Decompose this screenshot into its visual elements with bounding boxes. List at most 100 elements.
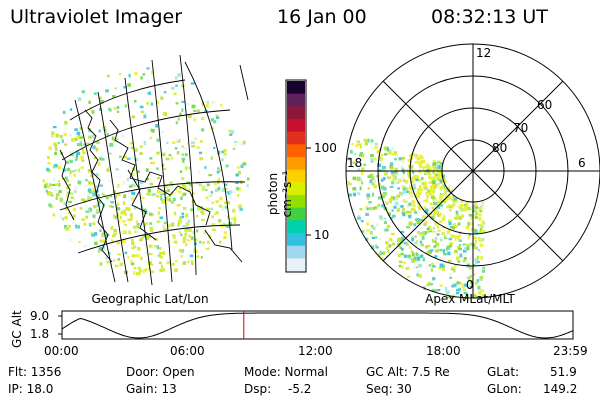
emission-speckle bbox=[408, 202, 412, 206]
emission-speckle bbox=[382, 202, 387, 206]
emission-speckle bbox=[58, 190, 62, 194]
emission-speckle bbox=[408, 257, 412, 260]
emission-speckle bbox=[419, 188, 423, 191]
emission-speckle bbox=[400, 252, 404, 256]
emission-speckle bbox=[181, 177, 185, 180]
emission-speckle bbox=[448, 189, 453, 193]
emission-speckle bbox=[414, 188, 418, 193]
emission-speckle bbox=[463, 292, 468, 295]
emission-speckle bbox=[443, 252, 447, 256]
emission-speckle bbox=[127, 157, 131, 160]
emission-speckle bbox=[236, 166, 240, 169]
emission-speckle bbox=[411, 252, 415, 257]
emission-speckle bbox=[69, 151, 73, 154]
emission-speckle bbox=[186, 219, 190, 224]
emission-speckle bbox=[177, 222, 180, 227]
emission-speckle bbox=[142, 111, 146, 115]
emission-speckle bbox=[380, 178, 384, 182]
emission-speckle bbox=[382, 193, 386, 198]
emission-speckle bbox=[136, 170, 140, 173]
emission-speckle bbox=[474, 258, 479, 262]
emission-speckle bbox=[208, 194, 212, 197]
emission-speckle bbox=[407, 159, 412, 162]
emission-speckle bbox=[92, 214, 95, 218]
emission-speckle bbox=[459, 281, 462, 285]
emission-speckle bbox=[385, 192, 389, 197]
emission-speckle bbox=[439, 284, 443, 287]
emission-speckle bbox=[463, 283, 468, 287]
emission-speckle bbox=[232, 147, 236, 150]
emission-speckle bbox=[421, 177, 424, 181]
emission-speckle bbox=[156, 167, 159, 170]
emission-speckle bbox=[434, 249, 439, 253]
emission-speckle bbox=[80, 166, 84, 169]
emission-speckle bbox=[458, 244, 461, 247]
emission-speckle bbox=[147, 188, 152, 193]
emission-speckle bbox=[201, 101, 204, 106]
emission-speckle bbox=[465, 201, 469, 205]
emission-speckle bbox=[49, 205, 54, 209]
emission-speckle bbox=[181, 84, 185, 88]
emission-speckle bbox=[381, 204, 385, 208]
emission-speckle bbox=[475, 261, 478, 265]
emission-speckle bbox=[223, 235, 227, 240]
emission-speckle bbox=[375, 236, 378, 239]
emission-speckle bbox=[449, 242, 453, 245]
emission-speckle bbox=[426, 250, 431, 255]
emission-speckle bbox=[423, 222, 427, 226]
emission-speckle bbox=[450, 267, 455, 271]
emission-speckle bbox=[124, 223, 127, 226]
emission-speckle bbox=[159, 256, 163, 259]
colorbar-band bbox=[287, 81, 305, 95]
emission-speckle bbox=[177, 73, 181, 77]
emission-speckle bbox=[454, 249, 458, 254]
emission-speckle bbox=[82, 151, 86, 155]
emission-speckle bbox=[210, 156, 213, 160]
emission-speckle bbox=[479, 243, 484, 248]
emission-speckle bbox=[449, 273, 452, 277]
emission-speckle bbox=[69, 133, 73, 138]
emission-speckle bbox=[51, 183, 56, 187]
emission-speckle bbox=[409, 187, 413, 191]
emission-speckle bbox=[77, 180, 82, 185]
emission-speckle bbox=[408, 221, 413, 226]
colorbar-band bbox=[287, 233, 305, 247]
emission-speckle bbox=[211, 100, 216, 105]
emission-speckle bbox=[198, 182, 202, 187]
emission-speckle bbox=[69, 192, 74, 195]
emission-speckle bbox=[88, 100, 91, 104]
emission-speckle bbox=[95, 185, 98, 188]
emission-speckle bbox=[360, 181, 364, 185]
emission-speckle bbox=[156, 138, 160, 142]
emission-speckle bbox=[396, 181, 400, 184]
emission-speckle bbox=[233, 216, 236, 219]
emission-speckle bbox=[117, 184, 120, 188]
emission-speckle bbox=[136, 225, 139, 229]
emission-speckle bbox=[234, 141, 238, 143]
emission-speckle bbox=[102, 239, 106, 243]
emission-speckle bbox=[369, 207, 373, 210]
emission-speckle bbox=[196, 109, 200, 113]
emission-speckle bbox=[128, 73, 131, 78]
emission-speckle bbox=[419, 254, 424, 258]
emission-speckle bbox=[199, 157, 204, 161]
emission-speckle bbox=[228, 129, 233, 133]
emission-speckle bbox=[220, 104, 223, 107]
emission-speckle bbox=[224, 188, 228, 191]
emission-speckle bbox=[190, 208, 194, 212]
emission-speckle bbox=[456, 291, 460, 295]
emission-speckle bbox=[95, 194, 100, 198]
mlat-label-80: 80 bbox=[492, 141, 508, 155]
colorbar-unit-label: photon cm⁻²s⁻¹ bbox=[266, 170, 294, 218]
emission-speckle bbox=[83, 143, 87, 146]
emission-speckle bbox=[450, 198, 455, 201]
emission-speckle bbox=[389, 200, 393, 204]
emission-speckle bbox=[399, 246, 403, 249]
emission-speckle bbox=[156, 220, 161, 223]
emission-speckle bbox=[116, 110, 120, 113]
emission-speckle bbox=[94, 232, 98, 236]
emission-speckle bbox=[415, 153, 419, 157]
emission-speckle bbox=[480, 289, 484, 292]
emission-speckle bbox=[217, 167, 220, 170]
emission-speckle bbox=[440, 206, 444, 210]
